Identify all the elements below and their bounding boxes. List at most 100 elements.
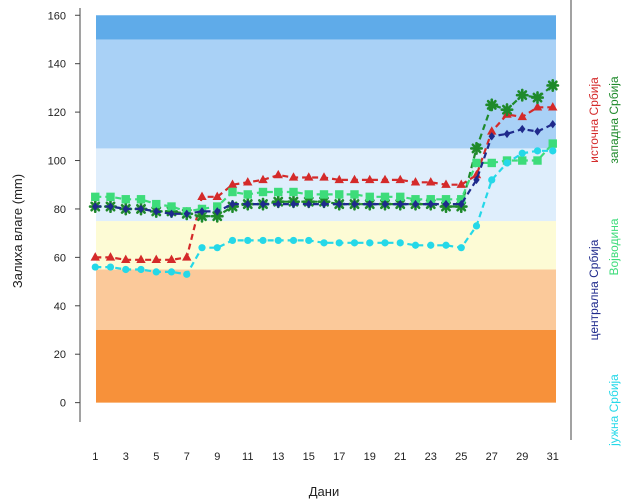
band-0 xyxy=(96,330,556,403)
data-point xyxy=(427,241,435,249)
data-point xyxy=(167,268,176,276)
data-point xyxy=(532,102,543,111)
x-tick-label: 15 xyxy=(303,451,315,463)
x-tick-label: 29 xyxy=(516,451,528,463)
data-point xyxy=(198,244,206,252)
y-tick-label: 120 xyxy=(48,107,66,119)
data-point xyxy=(503,129,511,139)
data-point xyxy=(381,239,389,247)
data-point xyxy=(229,199,236,209)
data-point xyxy=(487,158,496,168)
data-point xyxy=(410,177,421,186)
data-point xyxy=(457,244,465,252)
data-point xyxy=(546,78,560,92)
x-tick-label: 19 xyxy=(364,451,376,463)
data-point xyxy=(304,190,313,199)
data-point xyxy=(259,236,267,245)
data-point xyxy=(122,204,129,214)
y-tick-label: 0 xyxy=(60,398,66,410)
data-point xyxy=(396,192,405,202)
data-point xyxy=(214,207,221,216)
x-tick-label: 7 xyxy=(184,451,190,463)
data-point xyxy=(137,265,145,274)
data-point xyxy=(91,192,100,202)
data-point xyxy=(319,190,329,199)
x-tick-label: 13 xyxy=(272,451,284,463)
band-5 xyxy=(96,15,556,40)
band-3 xyxy=(96,148,556,222)
x-tick-label: 1 xyxy=(92,451,98,463)
asterisk-stroke xyxy=(212,211,223,222)
data-point xyxy=(244,236,252,245)
data-point xyxy=(304,172,314,181)
data-point xyxy=(151,254,161,263)
asterisk-stroke xyxy=(502,104,512,115)
data-point xyxy=(380,192,390,202)
data-point xyxy=(105,252,116,261)
data-point xyxy=(366,239,374,247)
data-point xyxy=(243,177,253,186)
data-point xyxy=(106,263,115,271)
data-point xyxy=(167,202,176,211)
data-point xyxy=(548,102,558,111)
data-point xyxy=(244,199,251,209)
data-point xyxy=(442,241,450,249)
data-point xyxy=(396,239,404,247)
data-point xyxy=(168,209,175,218)
data-point xyxy=(137,204,145,214)
data-point xyxy=(351,199,358,209)
y-axis-label: Залиха влаге (mm) xyxy=(10,174,25,288)
data-point xyxy=(456,179,466,188)
y-tick-label: 80 xyxy=(54,204,66,216)
data-point xyxy=(518,149,526,157)
background-bands xyxy=(96,15,556,403)
data-point xyxy=(107,202,114,211)
data-point xyxy=(335,190,344,199)
data-point xyxy=(305,236,313,245)
data-point xyxy=(275,199,282,209)
data-point xyxy=(121,195,130,204)
data-point xyxy=(530,91,545,105)
data-point xyxy=(152,268,160,276)
data-point xyxy=(412,199,419,209)
data-point xyxy=(289,236,298,245)
data-point xyxy=(366,199,373,209)
data-point xyxy=(426,177,436,186)
data-point xyxy=(274,236,282,245)
x-tick-label: 17 xyxy=(333,451,345,463)
asterisk-stroke xyxy=(486,99,497,110)
data-point xyxy=(166,254,177,263)
data-point xyxy=(380,174,390,184)
y-tick-label: 40 xyxy=(54,301,66,313)
asterisk-stroke xyxy=(532,92,543,103)
data-point xyxy=(227,179,238,188)
data-point xyxy=(350,190,359,199)
data-point xyxy=(258,174,268,184)
data-point xyxy=(213,244,221,252)
data-point xyxy=(90,252,100,261)
x-axis-label: Дани xyxy=(309,484,339,499)
band-4 xyxy=(96,39,556,149)
y-tick-label: 100 xyxy=(48,156,66,168)
data-point xyxy=(182,252,192,261)
data-point xyxy=(457,195,466,204)
x-tick-labels: 1 3 5 7 9 11 13 15 17 19 21 23 25 27 29 31 xyxy=(92,451,559,463)
data-point xyxy=(288,172,299,181)
legend-entry: источна Србија xyxy=(587,77,601,163)
data-point xyxy=(441,195,451,204)
data-point xyxy=(122,265,130,274)
data-point xyxy=(442,199,450,209)
axes xyxy=(79,0,572,440)
data-point xyxy=(228,187,237,197)
x-tick-label: 3 xyxy=(123,451,129,463)
data-point xyxy=(320,239,328,247)
data-point xyxy=(395,174,405,184)
data-point xyxy=(533,156,542,165)
series-3 xyxy=(92,120,556,218)
y-tick-label: 20 xyxy=(54,349,66,361)
x-tick-label: 25 xyxy=(455,451,467,463)
data-point xyxy=(289,187,298,197)
y-tick-label: 140 xyxy=(48,59,66,71)
data-point xyxy=(106,192,115,202)
x-tick-label: 21 xyxy=(394,451,406,463)
